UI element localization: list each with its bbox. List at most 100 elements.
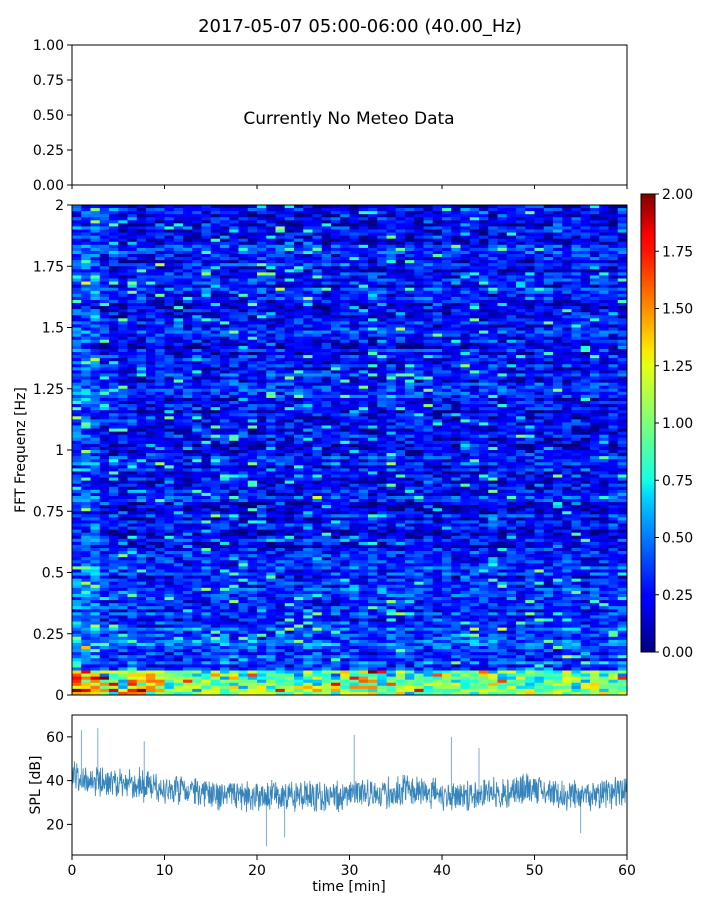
spectrogram-cell [229, 247, 239, 252]
spectrogram-cell [414, 263, 424, 267]
spectrogram-cell [266, 287, 276, 292]
spectrogram-cell [247, 407, 258, 411]
spectrogram-cell [414, 327, 424, 331]
spectrogram-cell [525, 235, 535, 240]
spectrogram-cell [525, 299, 535, 304]
spectrogram-cell [201, 205, 212, 209]
spectrogram-cell [257, 272, 267, 276]
spectrogram-cell [469, 339, 480, 344]
spectrogram-cell [146, 263, 156, 267]
spectrogram-cell [173, 376, 184, 380]
spectrogram-cell [553, 456, 563, 460]
spectrogram-cell [284, 324, 295, 328]
spectrogram-cell [534, 339, 545, 344]
spectrogram-cell [210, 241, 221, 246]
spectrogram-cell [81, 306, 91, 310]
spectrogram-cell [599, 299, 609, 304]
spectrogram-cell [192, 330, 202, 335]
spectrogram-cell [136, 278, 147, 282]
spectrogram-cell [90, 223, 101, 227]
spectrogram-cell [266, 342, 276, 347]
spectrogram-cell [590, 404, 600, 408]
spectrogram-cell [257, 434, 267, 439]
spectrogram-cell [488, 312, 498, 316]
spectrogram-cell [516, 394, 526, 399]
spectrogram-cell [146, 257, 156, 261]
spectrogram-cell [525, 413, 535, 417]
spectrogram-cell [543, 321, 554, 325]
spectrogram-cell [201, 416, 212, 420]
spectrogram-cell [331, 303, 341, 307]
spectrogram-cell [571, 330, 582, 335]
spectrogram-cell [442, 324, 452, 328]
spectrogram-cell [534, 440, 545, 445]
spectrogram-cell [423, 290, 434, 295]
spectrogram-cell [247, 223, 258, 227]
spectrogram-cell [303, 361, 313, 365]
spectrogram-cell [146, 336, 156, 341]
spectrogram-cell [99, 355, 110, 359]
spectrogram-cell [580, 290, 591, 295]
spectrogram-cell [516, 370, 526, 374]
spectrogram-cell [506, 278, 517, 282]
spectrogram-cell [201, 324, 212, 328]
spectrogram-cell [192, 348, 202, 353]
spectrogram-cell [617, 422, 628, 426]
spectrogram-cell [284, 214, 295, 218]
spectrogram-cell [275, 401, 286, 405]
spectrogram-cell [303, 315, 313, 319]
spectrogram-cell [294, 281, 304, 286]
spectrogram-cell [247, 333, 258, 338]
spectrogram-cell [164, 287, 175, 292]
spectrogram-cell [340, 208, 350, 212]
spectrogram-cell [506, 339, 517, 344]
spectrogram-cell [183, 244, 193, 249]
spectrogram-cell [571, 250, 582, 255]
spectrogram-cell [220, 250, 230, 255]
spectrogram-cell [368, 260, 378, 264]
spectrogram-cell [451, 367, 461, 371]
spectrogram-cell [257, 410, 267, 414]
spectrogram-cell [109, 407, 119, 411]
spectrogram-cell [257, 333, 267, 338]
spectrogram-cell [210, 446, 221, 451]
spectrogram-cell [210, 336, 221, 341]
spectrogram-cell [247, 324, 258, 328]
spectrogram-cell [608, 339, 619, 344]
spectrogram-cell [294, 272, 304, 276]
spectrogram-cell [377, 446, 387, 451]
spectrogram-cell [90, 428, 101, 433]
spectrogram-cell [164, 336, 175, 341]
spectrogram-cell [386, 254, 397, 258]
spectrogram-cell [238, 208, 249, 212]
spectrogram-cell [608, 257, 619, 261]
spectrogram-cell [331, 407, 341, 411]
spectrogram-cell [183, 299, 193, 304]
spectrogram-cell [497, 229, 508, 233]
spectrogram-cell [173, 306, 184, 310]
spectrogram-cell [442, 385, 452, 390]
spectrogram-cell [266, 296, 276, 301]
spectrogram-cell [414, 367, 424, 371]
spectrogram-cell [525, 217, 535, 221]
spectrogram-cell [617, 376, 628, 380]
spectrogram-cell [155, 342, 165, 347]
spectrogram-cell [525, 272, 535, 276]
spectrogram-cell [247, 342, 258, 347]
spectrogram-cell [155, 306, 165, 310]
spectrogram-cell [90, 391, 101, 396]
spectrogram-cell [349, 226, 360, 230]
spectrogram-cell [340, 309, 350, 313]
spectrogram-cell [608, 352, 619, 356]
spectrogram-cell [562, 303, 572, 307]
spectrogram-cell [368, 214, 378, 218]
spectrogram-cell [266, 410, 276, 414]
spectrogram-cell [349, 309, 360, 313]
spectrogram-cell [543, 235, 554, 240]
spectrogram-cell [201, 208, 212, 212]
spectrogram-cell [405, 336, 415, 341]
spectrogram-cell [451, 364, 461, 368]
spectrogram-cell [617, 290, 628, 295]
spectrogram-cell [534, 318, 545, 322]
spectrogram-cell [571, 437, 582, 442]
